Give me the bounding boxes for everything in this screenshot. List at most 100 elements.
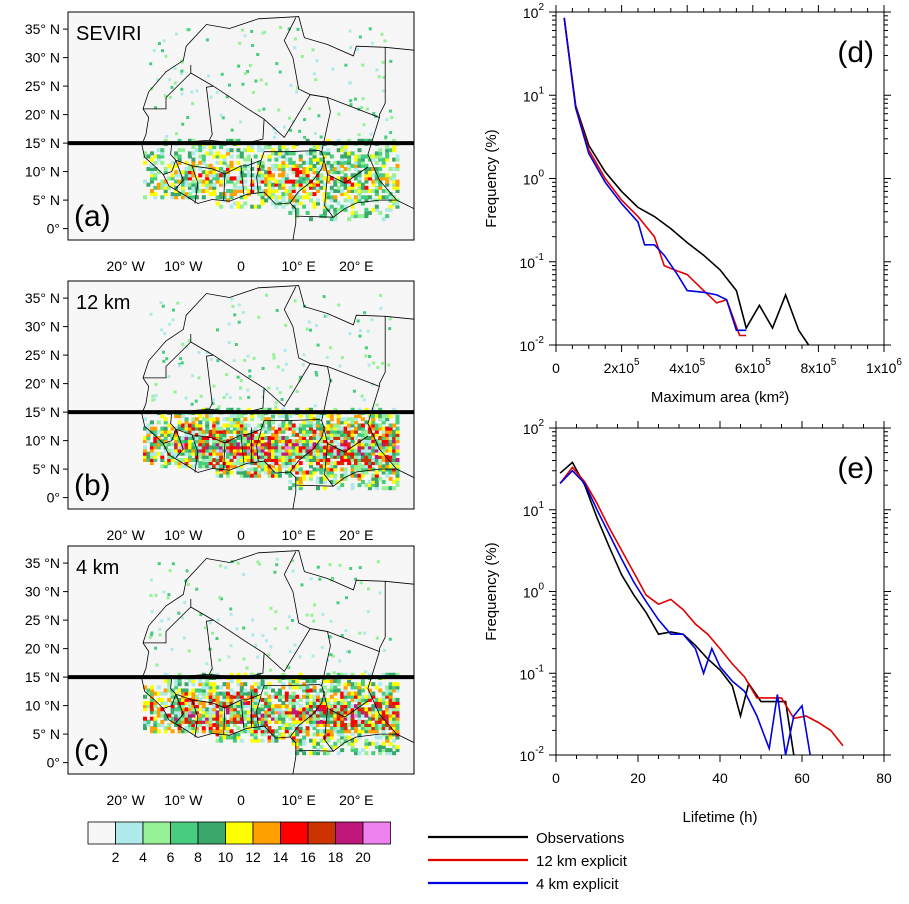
- rain-cell: [229, 679, 234, 684]
- rain-cell: [385, 173, 390, 178]
- rain-cell: [246, 388, 250, 392]
- rain-cell: [350, 691, 355, 696]
- rain-cell: [267, 704, 272, 709]
- rain-cell: [298, 163, 303, 168]
- rain-cell: [184, 458, 189, 462]
- rain-cell: [291, 726, 296, 731]
- rain-cell: [295, 170, 300, 175]
- rain-cell: [243, 445, 248, 450]
- rain-cell: [246, 163, 251, 168]
- rain-cell: [198, 691, 203, 696]
- rain-cell: [205, 458, 210, 462]
- rain-cell: [160, 148, 165, 153]
- rain-cell: [371, 157, 376, 162]
- rain-cell: [191, 707, 196, 712]
- rain-cell: [360, 163, 365, 168]
- rain-cell: [257, 723, 262, 727]
- rain-cell: [205, 420, 210, 425]
- rain-cell: [333, 704, 338, 709]
- rain-cell: [198, 189, 203, 193]
- rain-cell: [360, 719, 365, 724]
- rain-cell: [322, 710, 327, 715]
- rain-cell: [364, 719, 369, 724]
- rain-cell: [191, 420, 196, 425]
- rain-cell: [358, 334, 362, 338]
- rain-cell: [246, 445, 251, 450]
- rain-cell: [261, 367, 265, 370]
- rain-cell: [250, 732, 255, 737]
- rain-cell: [388, 432, 393, 437]
- rain-cell: [360, 426, 365, 431]
- rain-cell: [344, 63, 348, 67]
- rain-cell: [367, 726, 372, 731]
- rain-cell: [201, 448, 206, 453]
- rain-cell: [305, 195, 310, 200]
- rain-cell: [212, 185, 217, 190]
- rain-cell: [146, 429, 151, 434]
- rain-cell: [260, 464, 265, 469]
- rain-cell: [340, 154, 345, 159]
- rain-cell: [298, 176, 303, 181]
- rain-cell: [388, 451, 393, 456]
- rain-cell: [305, 448, 310, 453]
- rain-cell: [246, 701, 251, 705]
- rain-cell: [385, 461, 390, 466]
- rain-cell: [187, 28, 191, 32]
- rain-cell: [312, 454, 317, 459]
- rain-cell: [149, 62, 153, 66]
- rain-cell: [309, 577, 313, 581]
- rain-cell: [149, 633, 153, 637]
- y-tick-label: 102: [523, 418, 545, 437]
- rain-cell: [219, 691, 224, 696]
- rain-cell: [250, 432, 255, 437]
- rain-cell: [260, 729, 265, 734]
- rain-cell: [215, 436, 220, 440]
- rain-cell: [291, 426, 296, 431]
- rain-cell: [212, 697, 217, 702]
- rain-cell: [312, 417, 317, 422]
- rain-cell: [340, 182, 345, 187]
- rain-cell: [267, 735, 272, 740]
- rain-cell: [395, 429, 400, 434]
- rain-cell: [378, 451, 383, 456]
- rain-cell: [291, 207, 296, 212]
- rain-cell: [316, 704, 320, 709]
- rain-cell: [149, 151, 154, 156]
- rain-cell: [374, 735, 379, 740]
- rain-cell: [277, 716, 282, 721]
- rain-cell: [277, 163, 282, 168]
- rain-cell: [257, 170, 262, 175]
- rain-cell: [236, 148, 241, 153]
- colorbar: 2 4 6 8 10 12 14 16 18 20: [87, 821, 391, 865]
- rain-cell: [274, 189, 279, 193]
- rain-cell: [229, 417, 234, 422]
- rain-cell: [284, 445, 289, 450]
- rain-cell: [246, 448, 251, 453]
- rain-cell: [367, 479, 372, 484]
- rain-cell: [280, 398, 284, 401]
- rain-cell: [160, 707, 165, 712]
- rain-cell: [347, 151, 352, 156]
- rain-cell: [302, 189, 307, 193]
- rain-cell: [232, 445, 237, 450]
- rain-cell: [253, 716, 258, 721]
- rain-cell: [187, 464, 192, 469]
- rain-cell: [177, 701, 182, 705]
- rain-cell: [381, 89, 385, 93]
- rain-cell: [388, 327, 392, 331]
- rain-cell: [385, 458, 390, 462]
- rain-cell: [260, 407, 265, 412]
- rain-cell: [357, 173, 362, 178]
- rain-cell: [159, 301, 163, 305]
- rain-cell: [322, 697, 327, 702]
- rain-cell: [350, 417, 355, 422]
- rain-cell: [284, 148, 289, 153]
- rain-cell: [305, 414, 310, 419]
- rain-cell: [364, 432, 369, 437]
- rain-cell: [226, 138, 230, 143]
- rain-cell: [388, 672, 393, 677]
- rain-cell: [212, 423, 217, 428]
- rain-cell: [163, 713, 168, 718]
- rain-cell: [295, 442, 300, 447]
- rain-cell: [367, 729, 372, 734]
